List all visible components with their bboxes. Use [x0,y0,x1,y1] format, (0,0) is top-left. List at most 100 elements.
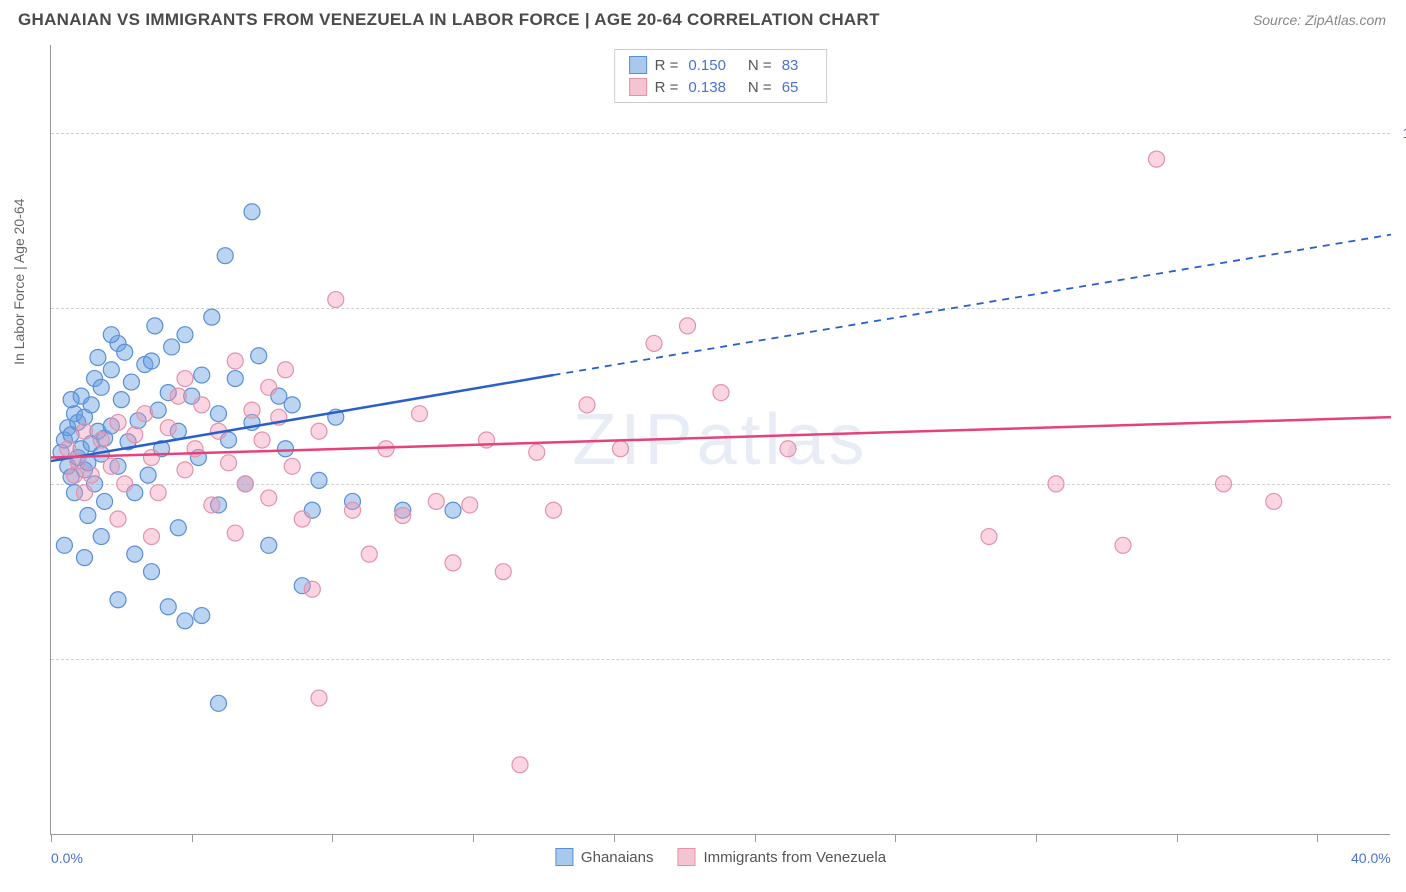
data-point [164,339,180,355]
data-point [144,353,160,369]
r-label: R = [655,79,679,96]
data-point [211,406,227,422]
data-point [251,348,267,364]
x-tick [895,834,896,842]
data-point [261,490,277,506]
data-point [117,476,133,492]
data-point [646,335,662,351]
data-point [63,392,79,408]
data-point [328,292,344,308]
data-point [680,318,696,334]
data-point [244,402,260,418]
n-value-venezuela: 65 [782,79,799,96]
x-tick [1317,834,1318,842]
x-tick [1036,834,1037,842]
data-point [227,525,243,541]
data-point [170,520,186,536]
data-point [56,537,72,553]
data-point [1048,476,1064,492]
data-point [579,397,595,413]
y-tick-label: 100.0% [1403,125,1406,141]
series-legend: Ghanaians Immigrants from Venezuela [555,848,886,866]
source-attribution: Source: ZipAtlas.com [1253,12,1386,28]
data-point [529,444,545,460]
data-point [80,507,96,523]
legend-row-ghanaians: R = 0.150 N = 83 [629,54,813,76]
legend-row-venezuela: R = 0.138 N = 65 [629,76,813,98]
n-label: N = [748,79,772,96]
data-point [150,485,166,501]
data-point [160,420,176,436]
legend-item-ghanaians: Ghanaians [555,848,654,866]
data-point [93,379,109,395]
x-tick [192,834,193,842]
data-point [177,613,193,629]
data-point [278,441,294,457]
r-value-venezuela: 0.138 [688,79,726,96]
x-tick [1177,834,1178,842]
data-point [204,309,220,325]
data-point [284,458,300,474]
data-point [361,546,377,562]
chart-header: GHANAIAN VS IMMIGRANTS FROM VENEZUELA IN… [0,0,1406,38]
data-point [428,493,444,509]
x-tick [51,834,52,842]
x-tick [332,834,333,842]
data-point [981,529,997,545]
n-value-ghanaians: 83 [782,57,799,74]
swatch-venezuela [629,78,647,96]
data-point [123,374,139,390]
data-point [445,502,461,518]
data-point [147,318,163,334]
legend-item-venezuela: Immigrants from Venezuela [677,848,886,866]
data-point [512,757,528,773]
legend-label: Immigrants from Venezuela [703,849,886,866]
data-point [217,248,233,264]
swatch-icon [677,848,695,866]
data-point [90,349,106,365]
data-point [144,529,160,545]
data-point [345,502,361,518]
data-point [1216,476,1232,492]
scatter-svg [51,45,1390,834]
data-point [117,344,133,360]
data-point [103,458,119,474]
data-point [110,414,126,430]
data-point [227,371,243,387]
data-point [221,455,237,471]
x-tick [755,834,756,842]
data-point [177,371,193,387]
y-axis-title: In Labor Force | Age 20-64 [11,198,27,364]
data-point [103,327,119,343]
data-point [93,529,109,545]
data-point [395,507,411,523]
x-tick [473,834,474,842]
data-point [227,353,243,369]
data-point [103,362,119,378]
data-point [780,441,796,457]
data-point [144,564,160,580]
data-point [311,690,327,706]
data-point [1266,493,1282,509]
data-point [311,472,327,488]
data-point [77,423,93,439]
data-point [284,397,300,413]
data-point [144,450,160,466]
x-tick [614,834,615,842]
data-point [66,467,82,483]
data-point [311,423,327,439]
data-point [261,537,277,553]
data-point [412,406,428,422]
data-point [137,406,153,422]
swatch-ghanaians [629,56,647,74]
correlation-legend: R = 0.150 N = 83 R = 0.138 N = 65 [614,49,828,103]
data-point [294,511,310,527]
data-point [546,502,562,518]
swatch-icon [555,848,573,866]
data-point [170,388,186,404]
data-point [713,385,729,401]
data-point [304,581,320,597]
data-point [237,476,253,492]
data-point [177,327,193,343]
data-point [83,397,99,413]
